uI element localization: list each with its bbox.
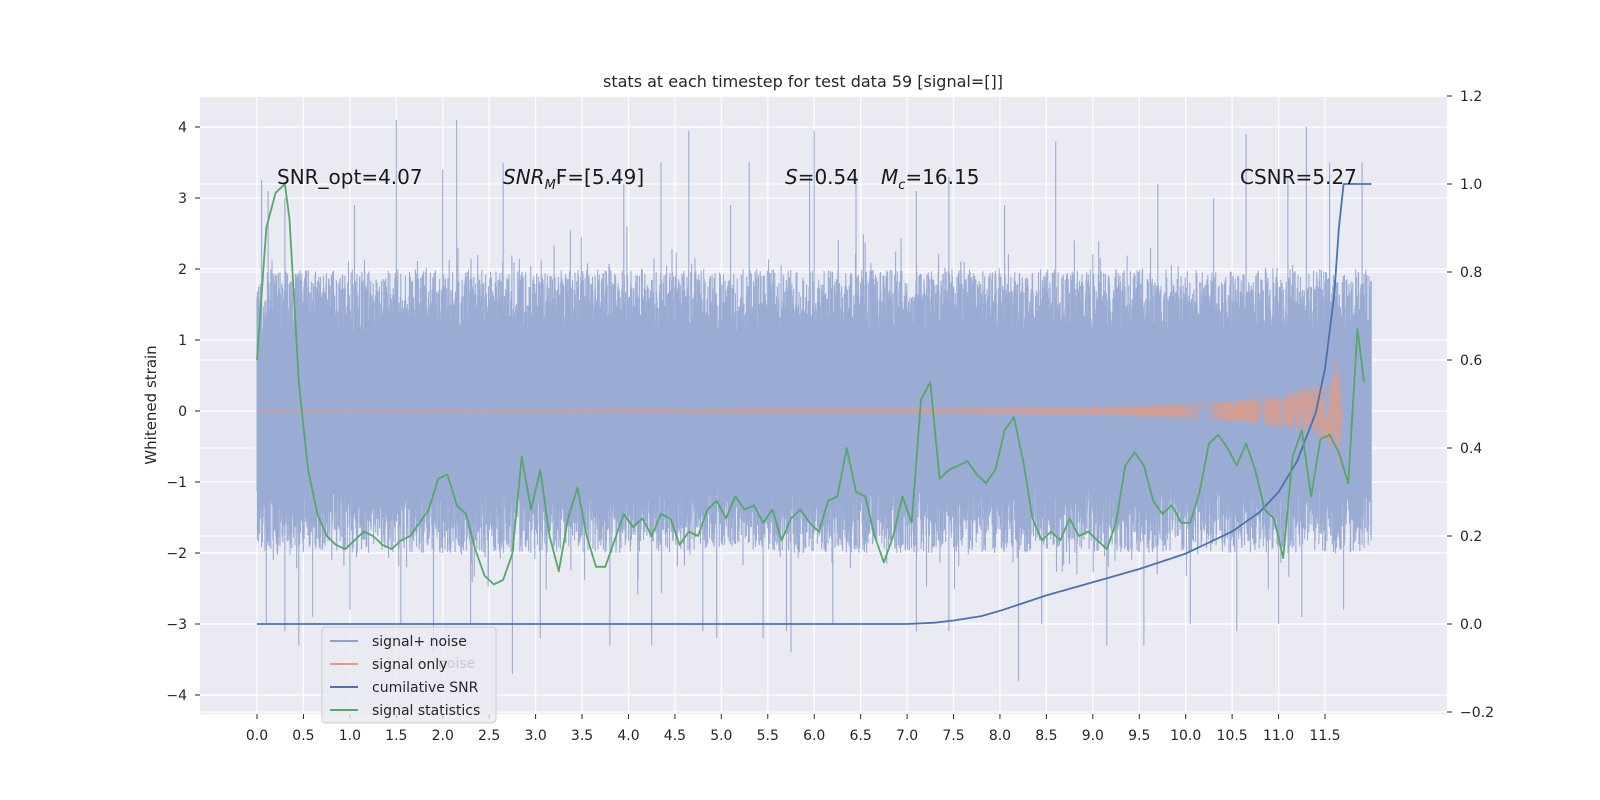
legend-ghost-text: noise xyxy=(438,656,475,672)
y-tick-label: 0 xyxy=(178,404,187,420)
x-tick-label: 2.0 xyxy=(432,728,454,744)
y-axis-label: Whitened strain xyxy=(142,345,160,464)
y2-tick-label: 0.0 xyxy=(1460,617,1482,633)
legend: noise signal+ noise signal only cumilative… xyxy=(321,626,497,724)
annotation-csnr: CSNR=5.27 xyxy=(1240,165,1357,189)
mc-subscript: c xyxy=(898,178,905,193)
x-tick-label: 6.0 xyxy=(803,728,825,744)
legend-label: cumilative SNR xyxy=(372,680,479,696)
y2-tick-label: 0.6 xyxy=(1460,353,1482,369)
y-tick-label: 4 xyxy=(178,120,187,136)
y2-axis-ticks: 1.2 1.0 0.8 0.6 0.4 0.2 0.0 −0.2 xyxy=(1447,89,1494,721)
y2-tick-label: 0.8 xyxy=(1460,265,1482,281)
x-tick-label: 3.0 xyxy=(524,728,546,744)
x-tick-label: 11.0 xyxy=(1263,728,1294,744)
mc-symbol: M xyxy=(881,165,898,189)
x-tick-label: 0.5 xyxy=(292,728,314,744)
y-axis-ticks: 4 3 2 1 0 −1 −2 −3 −4 xyxy=(166,120,200,704)
s-value: =0.54 xyxy=(798,165,859,189)
cumulative-snr-line xyxy=(257,183,1372,625)
y2-tick-label: 0.2 xyxy=(1460,529,1482,545)
y2-tick-label: 0.4 xyxy=(1460,441,1482,457)
signal-only-trace xyxy=(256,359,1343,468)
x-tick-label: 8.0 xyxy=(989,728,1011,744)
legend-box xyxy=(321,626,497,724)
y2-tick-label: 1.0 xyxy=(1460,177,1482,193)
y-tick-label: 1 xyxy=(178,333,187,349)
x-tick-label: 4.0 xyxy=(617,728,639,744)
snr-mf-value: F=[5.49] xyxy=(556,165,644,189)
y-tick-label: −2 xyxy=(166,546,187,562)
x-tick-label: 11.5 xyxy=(1309,728,1340,744)
signal-only-series xyxy=(256,359,1343,468)
x-tick-label: 7.5 xyxy=(942,728,964,744)
x-tick-label: 5.0 xyxy=(710,728,732,744)
x-tick-label: 10.0 xyxy=(1170,728,1201,744)
x-tick-label: 9.5 xyxy=(1128,728,1150,744)
y-tick-label: −4 xyxy=(166,688,187,704)
annotation-snr-opt: SNR_opt=4.07 xyxy=(277,165,423,189)
y-tick-label: 2 xyxy=(178,262,187,278)
x-tick-label: 1.0 xyxy=(339,728,361,744)
y-tick-label: 3 xyxy=(178,191,187,207)
annotation-s: S=0.54 xyxy=(785,165,859,189)
snr-mf-symbol: SNR xyxy=(503,165,545,189)
chart-title: stats at each timestep for test data 59 … xyxy=(603,72,1003,91)
y2-tick-label: 1.2 xyxy=(1460,89,1482,105)
annotation-snr-mf: SNRMF=[5.49] xyxy=(503,165,644,193)
x-tick-label: 7.0 xyxy=(896,728,918,744)
snr-mf-subscript: M xyxy=(545,178,556,193)
x-tick-label: 6.5 xyxy=(850,728,872,744)
x-tick-label: 0.0 xyxy=(246,728,268,744)
legend-label: signal+ noise xyxy=(372,634,467,650)
annotation-mc: Mc=16.15 xyxy=(881,165,979,193)
x-tick-label: 10.5 xyxy=(1217,728,1248,744)
x-axis-ticks: 0.0 0.5 1.0 1.5 2.0 2.5 3.0 3.5 4.0 4.5 5.0 5.5 6.0 6… xyxy=(246,714,1341,744)
signal-statistics-line xyxy=(256,183,1365,586)
x-tick-label: 8.5 xyxy=(1035,728,1057,744)
x-tick-label: 1.5 xyxy=(385,728,407,744)
legend-label: signal only xyxy=(372,657,447,673)
x-tick-label: 2.5 xyxy=(478,728,500,744)
x-tick-label: 5.5 xyxy=(757,728,779,744)
x-tick-label: 9.0 xyxy=(1082,728,1104,744)
s-symbol: S xyxy=(785,165,798,189)
right-axis-series xyxy=(256,183,1372,625)
y-tick-label: −3 xyxy=(166,617,187,633)
y2-tick-label: −0.2 xyxy=(1460,705,1494,721)
x-tick-label: 4.5 xyxy=(664,728,686,744)
legend-entries: signal+ noise signal only cumilative SNR si… xyxy=(330,634,480,719)
x-tick-label: 3.5 xyxy=(571,728,593,744)
mc-value: =16.15 xyxy=(905,165,979,189)
y-tick-label: −1 xyxy=(166,475,187,491)
legend-label: signal statistics xyxy=(372,703,480,719)
